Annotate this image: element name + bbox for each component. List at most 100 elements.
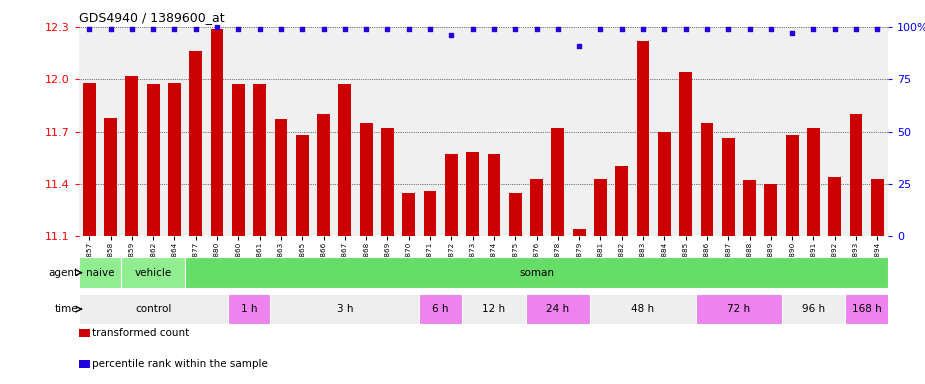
Bar (462, 294, 526, 324)
Bar (829, 177, 841, 236)
Bar (782, 294, 845, 324)
Text: 24 h: 24 h (547, 304, 570, 314)
Text: 12 h: 12 h (483, 304, 506, 314)
Text: percentile rank within the sample: percentile rank within the sample (92, 359, 268, 369)
Bar (270, 294, 419, 324)
Point (806, 26, 820, 32)
Point (657, 26, 672, 32)
Point (784, 30, 799, 36)
Bar (360, 123, 373, 236)
Bar (339, 84, 352, 236)
Bar (445, 154, 458, 236)
Bar (658, 132, 671, 236)
Bar (381, 128, 394, 236)
Point (359, 26, 374, 32)
Bar (275, 119, 288, 236)
Text: agent: agent (48, 268, 79, 278)
Point (423, 26, 438, 32)
Text: naive: naive (86, 268, 114, 278)
Point (593, 26, 608, 32)
Text: vehicle: vehicle (134, 268, 172, 278)
Bar (530, 179, 543, 236)
Bar (590, 294, 697, 324)
Point (82, 26, 97, 32)
Bar (466, 152, 479, 236)
Bar (807, 128, 820, 236)
Bar (594, 179, 607, 236)
Bar (871, 179, 883, 236)
Point (721, 26, 735, 32)
Point (614, 26, 629, 32)
Point (465, 26, 480, 32)
Point (529, 26, 544, 32)
Point (678, 26, 693, 32)
Point (699, 26, 714, 32)
Point (550, 26, 565, 32)
Point (104, 26, 118, 32)
Bar (79, 257, 121, 288)
Bar (679, 72, 692, 236)
Point (508, 26, 523, 32)
Bar (105, 118, 117, 236)
Bar (185, 257, 888, 288)
Point (274, 26, 289, 32)
Point (572, 43, 586, 49)
Text: transformed count: transformed count (92, 328, 190, 338)
Point (870, 26, 884, 32)
Point (827, 26, 842, 32)
Point (167, 26, 182, 32)
Bar (764, 184, 777, 236)
Text: control: control (135, 304, 171, 314)
Bar (126, 76, 138, 236)
Bar (615, 166, 628, 236)
Text: 96 h: 96 h (802, 304, 825, 314)
Bar (743, 180, 756, 236)
Point (380, 26, 395, 32)
Point (401, 26, 416, 32)
Bar (79, 294, 228, 324)
Point (487, 26, 501, 32)
Text: 48 h: 48 h (632, 304, 655, 314)
Bar (636, 41, 649, 236)
Point (231, 26, 246, 32)
Point (253, 26, 267, 32)
Bar (573, 229, 586, 236)
Point (210, 24, 225, 30)
Bar (211, 29, 224, 236)
Bar (317, 114, 330, 236)
Point (316, 26, 331, 32)
Text: 168 h: 168 h (852, 304, 882, 314)
Point (763, 26, 778, 32)
Bar (700, 123, 713, 236)
Bar (419, 294, 462, 324)
Bar (232, 84, 245, 236)
Bar (487, 154, 500, 236)
Bar (424, 191, 437, 236)
Bar (228, 294, 270, 324)
Bar (850, 114, 862, 236)
Point (635, 26, 650, 32)
Text: GDS4940 / 1389600_at: GDS4940 / 1389600_at (79, 11, 224, 24)
Point (146, 26, 161, 32)
Point (742, 26, 757, 32)
Bar (551, 128, 564, 236)
Point (189, 26, 204, 32)
Bar (121, 257, 185, 288)
Bar (190, 51, 203, 236)
Text: 1 h: 1 h (240, 304, 257, 314)
Point (848, 26, 863, 32)
Point (295, 26, 310, 32)
Bar (147, 84, 160, 236)
Bar (168, 83, 181, 236)
Text: 72 h: 72 h (727, 304, 750, 314)
Point (338, 26, 352, 32)
Bar (253, 84, 266, 236)
Bar (296, 135, 309, 236)
Point (444, 32, 459, 38)
Bar (526, 294, 590, 324)
Text: time: time (55, 304, 79, 314)
Text: soman: soman (519, 268, 554, 278)
Bar (509, 192, 522, 236)
Text: 6 h: 6 h (433, 304, 449, 314)
Bar (845, 294, 888, 324)
